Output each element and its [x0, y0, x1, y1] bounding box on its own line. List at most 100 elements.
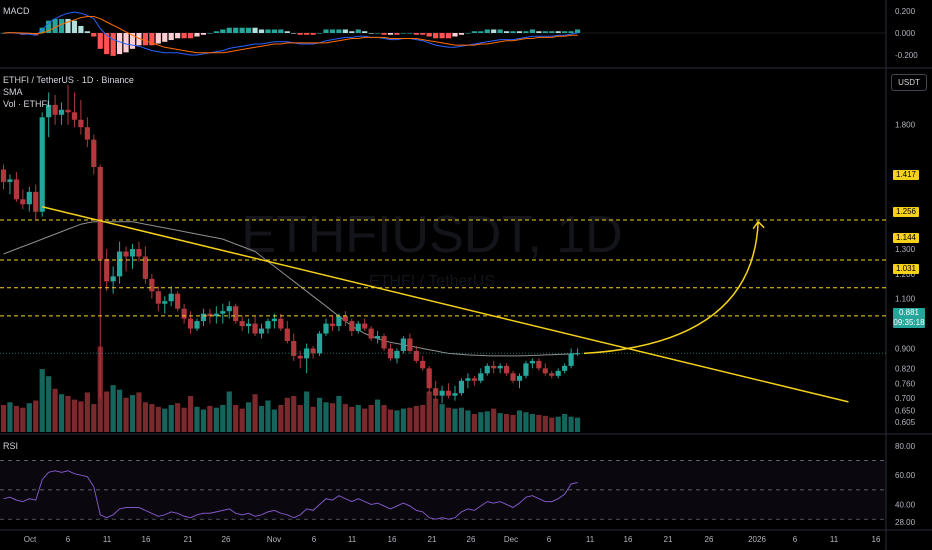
volume-bar: [117, 389, 123, 432]
candle-body: [329, 323, 336, 327]
volume-bar: [329, 403, 336, 432]
macd-histogram-bar: [46, 20, 52, 33]
macd-histogram-bar: [39, 27, 45, 33]
macd-histogram-bar: [78, 25, 84, 33]
candle-body: [97, 167, 103, 259]
macd-histogram-bar: [104, 33, 110, 55]
volume-bar: [181, 407, 187, 432]
macd-histogram-bar: [458, 33, 465, 35]
time-tick-label: 11: [830, 535, 839, 544]
volume-bar: [439, 404, 445, 432]
macd-histogram-bar: [362, 31, 368, 33]
candle-body: [349, 321, 355, 332]
volume-bar: [246, 402, 252, 432]
volume-bar: [149, 404, 155, 432]
volume-bar: [375, 399, 381, 432]
last-price-tag: 0.881 09:35:18: [893, 308, 925, 328]
macd-histogram-bar: [381, 33, 387, 35]
countdown: 09:35:18: [893, 318, 925, 327]
currency-button[interactable]: USDT: [891, 74, 927, 91]
volume-bar: [465, 410, 471, 432]
macd-histogram-bar: [433, 33, 439, 39]
watermark-sub: ETHFI / TetherUS: [369, 273, 495, 290]
volume-bar: [207, 405, 213, 432]
volume-bar: [52, 388, 58, 432]
volume-bar: [291, 396, 297, 432]
volume-bar: [13, 405, 19, 432]
volume-bar: [304, 391, 310, 432]
time-tick-label: 11: [586, 535, 595, 544]
candle-body: [394, 350, 400, 359]
macd-histogram-bar: [478, 31, 484, 33]
volume-bar: [349, 406, 355, 432]
candle-body: [213, 313, 219, 317]
candle-body: [562, 365, 568, 371]
macd-histogram-bar: [84, 31, 90, 33]
price-tick-label: 0.900: [895, 344, 916, 353]
candle-body: [0, 169, 7, 182]
macd-histogram-bar: [445, 33, 452, 39]
volume-bar: [194, 406, 200, 432]
candle-body: [181, 308, 187, 319]
macd-histogram-bar: [142, 33, 148, 46]
vol-label[interactable]: Vol · ETHFI: [3, 99, 50, 109]
candle-body: [265, 321, 271, 329]
macd-histogram-bar: [375, 33, 381, 34]
volume-bar: [362, 408, 368, 432]
macd-histogram-bar: [265, 29, 271, 33]
time-tick-label: Nov: [267, 535, 281, 544]
price-tick-label: 1.100: [895, 295, 916, 304]
time-tick-label: 21: [428, 535, 437, 544]
volume-bar: [413, 405, 419, 432]
candle-body: [413, 350, 419, 361]
candle-body: [458, 380, 465, 394]
candle-body: [39, 117, 45, 212]
candle-body: [104, 258, 110, 282]
volume-bar: [523, 412, 529, 432]
volume-bar: [91, 404, 97, 432]
volume-bar: [400, 408, 406, 432]
candle-body: [375, 336, 381, 339]
rsi-title[interactable]: RSI: [3, 441, 19, 451]
candle-body: [252, 323, 258, 334]
level-tag-3: 1.144: [893, 233, 919, 243]
candle-body: [452, 393, 458, 396]
time-tick-label: 6: [312, 535, 317, 544]
candle-body: [368, 328, 374, 339]
candle-body: [46, 104, 52, 118]
macd-histogram-bar: [549, 31, 555, 33]
trendline[interactable]: [42, 206, 849, 403]
sma-label[interactable]: SMA: [3, 87, 23, 97]
volume-bar: [129, 395, 136, 432]
volume-bar: [65, 396, 71, 432]
macd-histogram-bar: [342, 29, 348, 33]
volume-bar: [297, 405, 303, 432]
macd-histogram-bar: [510, 31, 516, 33]
candle-body: [123, 251, 129, 257]
candle-body: [7, 179, 13, 182]
macd-histogram-bar: [91, 33, 97, 37]
volume-bar: [342, 404, 348, 432]
macd-histogram-bar: [213, 31, 219, 33]
candle-body: [426, 368, 432, 389]
macd-histogram-bar: [187, 33, 194, 39]
candle-body: [465, 378, 471, 381]
candle-body: [297, 355, 303, 359]
symbol-line[interactable]: ETHFI / TetherUS · 1D · Binance: [3, 75, 134, 85]
time-tick-label: 16: [624, 535, 633, 544]
candle-body: [239, 321, 245, 327]
macd-histogram-bar: [568, 31, 574, 33]
candle-body: [246, 323, 252, 327]
macd-signal-line: [3, 16, 578, 54]
macd-histogram-bar: [129, 33, 136, 49]
macd-histogram-bar: [297, 33, 303, 35]
projection-arrow[interactable]: [583, 221, 759, 355]
candle-body: [200, 313, 207, 322]
price-tick-label: 0.700: [895, 394, 916, 403]
price-tick-label: 0.760: [895, 379, 916, 388]
macd-line: [3, 11, 578, 56]
candle-body: [336, 316, 342, 327]
macd-histogram-bar: [497, 29, 503, 33]
